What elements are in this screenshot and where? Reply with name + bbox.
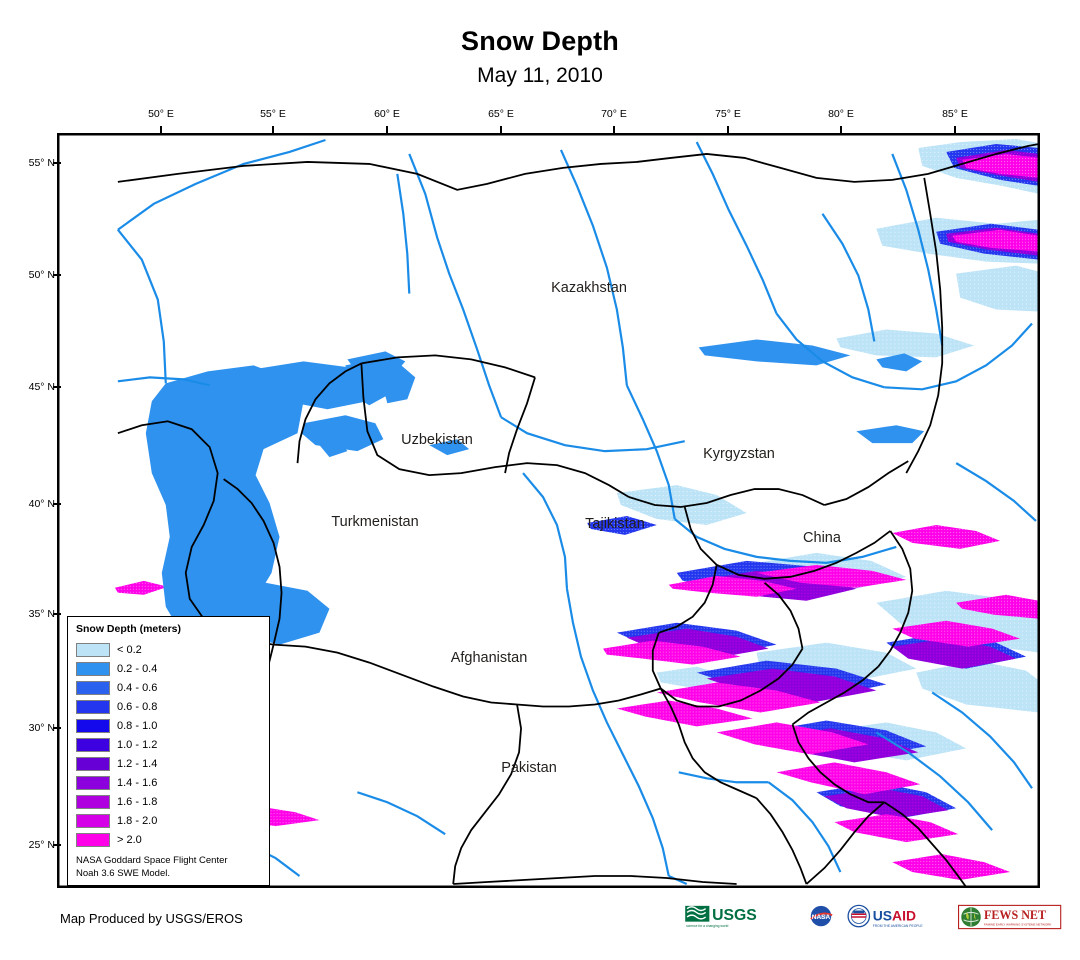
legend-item-label: 1.6 - 1.8 bbox=[117, 795, 158, 808]
lat-tick-50n bbox=[53, 274, 61, 276]
lat-label-55n: 55° N bbox=[28, 157, 55, 169]
lon-tick-50e bbox=[160, 126, 162, 133]
legend-swatch bbox=[76, 813, 110, 828]
lat-tick-30n bbox=[53, 727, 61, 729]
legend-item-label: 0.6 - 0.8 bbox=[117, 700, 158, 713]
legend-item[interactable]: > 2.0 bbox=[76, 830, 261, 849]
country-borders bbox=[114, 143, 1039, 887]
lat-label-25n: 25° N bbox=[28, 839, 55, 851]
lon-tick-65e bbox=[500, 126, 502, 133]
legend-swatch bbox=[76, 718, 110, 733]
legend-item[interactable]: 0.8 - 1.0 bbox=[76, 716, 261, 735]
legend-item[interactable]: 1.6 - 1.8 bbox=[76, 792, 261, 811]
page-title: Snow Depth bbox=[461, 26, 619, 56]
fewsnet-logo[interactable]: FEWS NET FAMINE EARLY WARNING SYSTEMS NE… bbox=[954, 904, 1066, 930]
legend-credit: NASA Goddard Space Flight Center Noah 3.… bbox=[76, 855, 228, 879]
svg-text:science for a changing world: science for a changing world bbox=[686, 924, 728, 928]
nasa-logo[interactable]: NASA bbox=[806, 904, 836, 930]
lon-tick-55e bbox=[272, 126, 274, 133]
legend-swatch bbox=[76, 794, 110, 809]
legend-swatch bbox=[76, 661, 110, 676]
usaid-logo[interactable]: USAID FROM THE AMERICAN PEOPLE bbox=[843, 904, 947, 930]
lat-label-50n: 50° N bbox=[28, 269, 55, 281]
legend-title: Snow Depth (meters) bbox=[76, 623, 182, 635]
legend-swatch bbox=[76, 756, 110, 771]
svg-text:FEWS NET: FEWS NET bbox=[984, 908, 1046, 922]
footer-credit: Map Produced by USGS/EROS bbox=[60, 911, 243, 926]
svg-text:FROM THE AMERICAN PEOPLE: FROM THE AMERICAN PEOPLE bbox=[873, 924, 924, 928]
lat-tick-35n bbox=[53, 613, 61, 615]
logo-bar: USGS science for a changing world NASA U… bbox=[681, 903, 1066, 931]
legend-item[interactable]: 0.4 - 0.6 bbox=[76, 678, 261, 697]
legend-item-label: 1.0 - 1.2 bbox=[117, 738, 158, 751]
lat-label-40n: 40° N bbox=[28, 498, 55, 510]
lon-label-55e: 55° E bbox=[260, 108, 286, 120]
lat-label-35n: 35° N bbox=[28, 608, 55, 620]
legend-item-label: 0.2 - 0.4 bbox=[117, 662, 158, 675]
lat-tick-55n bbox=[53, 162, 61, 164]
legend-item[interactable]: 1.2 - 1.4 bbox=[76, 754, 261, 773]
legend-items: < 0.2 0.2 - 0.4 0.4 - 0.6 0.6 - 0.8 0.8 … bbox=[76, 640, 261, 849]
svg-text:USAID: USAID bbox=[873, 908, 916, 924]
legend-item-label: 1.4 - 1.6 bbox=[117, 776, 158, 789]
legend-item-label: < 0.2 bbox=[117, 643, 142, 656]
lat-tick-45n bbox=[53, 386, 61, 388]
title-block: Snow Depth May 11, 2010 bbox=[0, 24, 1080, 90]
lat-label-30n: 30° N bbox=[28, 722, 55, 734]
map-legend[interactable]: Snow Depth (meters) < 0.2 0.2 - 0.4 0.4 … bbox=[67, 616, 270, 886]
legend-item-label: 0.8 - 1.0 bbox=[117, 719, 158, 732]
snow-layer-deep bbox=[114, 153, 1039, 881]
svg-text:USGS: USGS bbox=[712, 907, 757, 924]
legend-swatch bbox=[76, 737, 110, 752]
lon-label-60e: 60° E bbox=[374, 108, 400, 120]
lon-label-65e: 65° E bbox=[488, 108, 514, 120]
legend-item[interactable]: 1.8 - 2.0 bbox=[76, 811, 261, 830]
legend-item-label: 1.8 - 2.0 bbox=[117, 814, 158, 827]
svg-text:FAMINE EARLY WARNING SYSTEMS N: FAMINE EARLY WARNING SYSTEMS NETWORK bbox=[984, 922, 1051, 926]
lon-tick-60e bbox=[386, 126, 388, 133]
lon-label-80e: 80° E bbox=[828, 108, 854, 120]
lon-tick-85e bbox=[954, 126, 956, 133]
lon-tick-75e bbox=[727, 126, 729, 133]
svg-text:NASA: NASA bbox=[812, 914, 831, 921]
legend-item[interactable]: 1.0 - 1.2 bbox=[76, 735, 261, 754]
legend-item[interactable]: 0.6 - 0.8 bbox=[76, 697, 261, 716]
legend-swatch bbox=[76, 775, 110, 790]
legend-swatch bbox=[76, 832, 110, 847]
legend-swatch bbox=[76, 642, 110, 657]
usgs-logo[interactable]: USGS science for a changing world bbox=[681, 904, 799, 930]
lat-tick-25n bbox=[53, 844, 61, 846]
legend-swatch bbox=[76, 699, 110, 714]
lon-label-85e: 85° E bbox=[942, 108, 968, 120]
lon-tick-70e bbox=[613, 126, 615, 133]
legend-item-label: 0.4 - 0.6 bbox=[117, 681, 158, 694]
lat-tick-40n bbox=[53, 503, 61, 505]
lat-label-45n: 45° N bbox=[28, 381, 55, 393]
legend-item[interactable]: 0.2 - 0.4 bbox=[76, 659, 261, 678]
lon-label-70e: 70° E bbox=[601, 108, 627, 120]
legend-item-label: 1.2 - 1.4 bbox=[117, 757, 158, 770]
lon-label-75e: 75° E bbox=[715, 108, 741, 120]
map-frame-border bbox=[58, 134, 1039, 887]
legend-swatch bbox=[76, 680, 110, 695]
legend-item[interactable]: 1.4 - 1.6 bbox=[76, 773, 261, 792]
legend-item-label: > 2.0 bbox=[117, 833, 142, 846]
page-subtitle: May 11, 2010 bbox=[477, 64, 603, 87]
legend-item[interactable]: < 0.2 bbox=[76, 640, 261, 659]
lon-tick-80e bbox=[840, 126, 842, 133]
lon-label-50e: 50° E bbox=[148, 108, 174, 120]
